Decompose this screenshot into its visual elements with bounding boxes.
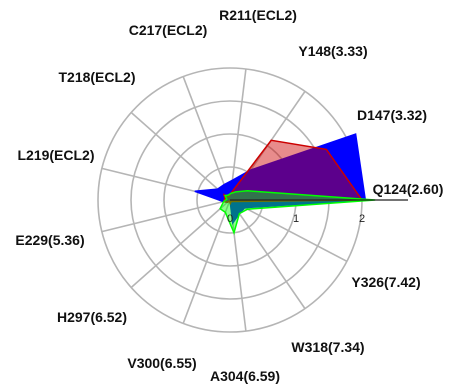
grid-spoke xyxy=(130,111,231,201)
category-label: E229(5.36) xyxy=(15,232,84,248)
grid-spoke xyxy=(130,199,231,289)
category-label: C217(ECL2) xyxy=(129,22,208,38)
grid-spoke xyxy=(101,199,231,233)
category-label: A304(6.59) xyxy=(210,368,280,384)
category-label: Y148(3.33) xyxy=(298,43,367,59)
grid-spoke xyxy=(229,199,306,310)
category-label: Q124(2.60) xyxy=(373,181,444,197)
category-label: Y326(7.42) xyxy=(351,274,420,290)
category-label: H297(6.52) xyxy=(57,309,127,325)
grid-spoke xyxy=(182,76,231,201)
category-label: L219(ECL2) xyxy=(17,147,94,163)
category-label: V300(6.55) xyxy=(127,355,196,371)
grid-spoke xyxy=(229,199,348,263)
series-polygon-2 xyxy=(222,139,364,206)
radar-category-labels: Q124(2.60) D147(3.32) Y148(3.33) R211(ECL2)… xyxy=(15,7,443,384)
tick-label: 1 xyxy=(293,213,299,225)
radar-series xyxy=(194,133,376,236)
grid-spoke xyxy=(182,199,231,324)
radar-tick-labels: 0 1 2 xyxy=(227,213,365,225)
grid-spoke xyxy=(229,68,247,201)
category-label: D147(3.32) xyxy=(357,107,427,123)
tick-label: 0 xyxy=(227,213,233,225)
category-label: R211(ECL2) xyxy=(219,7,297,23)
series-polygon-3 xyxy=(219,190,376,236)
category-label: T218(ECL2) xyxy=(58,69,135,85)
tick-label: 2 xyxy=(359,213,365,225)
category-label: W318(7.34) xyxy=(291,339,364,355)
